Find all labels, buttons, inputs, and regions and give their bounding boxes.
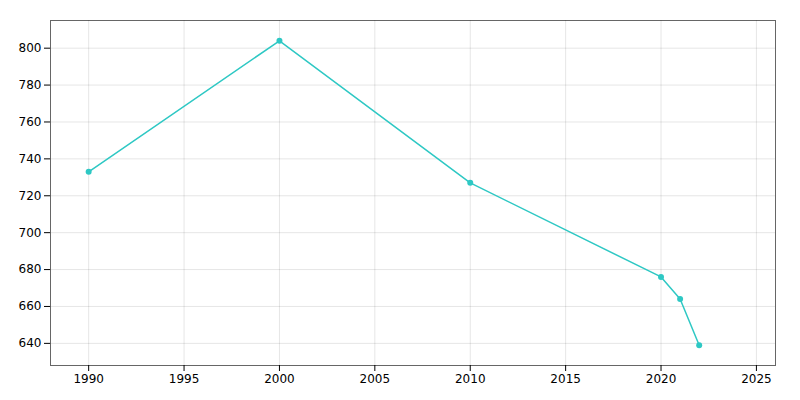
svg-text:780: 780 <box>19 78 42 92</box>
svg-text:2020: 2020 <box>646 372 677 386</box>
svg-text:640: 640 <box>19 336 42 350</box>
svg-text:680: 680 <box>19 262 42 276</box>
svg-text:740: 740 <box>19 152 42 166</box>
svg-text:1995: 1995 <box>169 372 200 386</box>
svg-text:2010: 2010 <box>455 372 486 386</box>
svg-text:800: 800 <box>19 41 42 55</box>
svg-text:2005: 2005 <box>360 372 391 386</box>
svg-text:1990: 1990 <box>73 372 104 386</box>
svg-text:720: 720 <box>19 189 42 203</box>
svg-text:2025: 2025 <box>741 372 772 386</box>
svg-text:2015: 2015 <box>550 372 581 386</box>
svg-text:700: 700 <box>19 226 42 240</box>
svg-text:760: 760 <box>19 115 42 129</box>
svg-text:660: 660 <box>19 299 42 313</box>
svg-text:2000: 2000 <box>264 372 295 386</box>
